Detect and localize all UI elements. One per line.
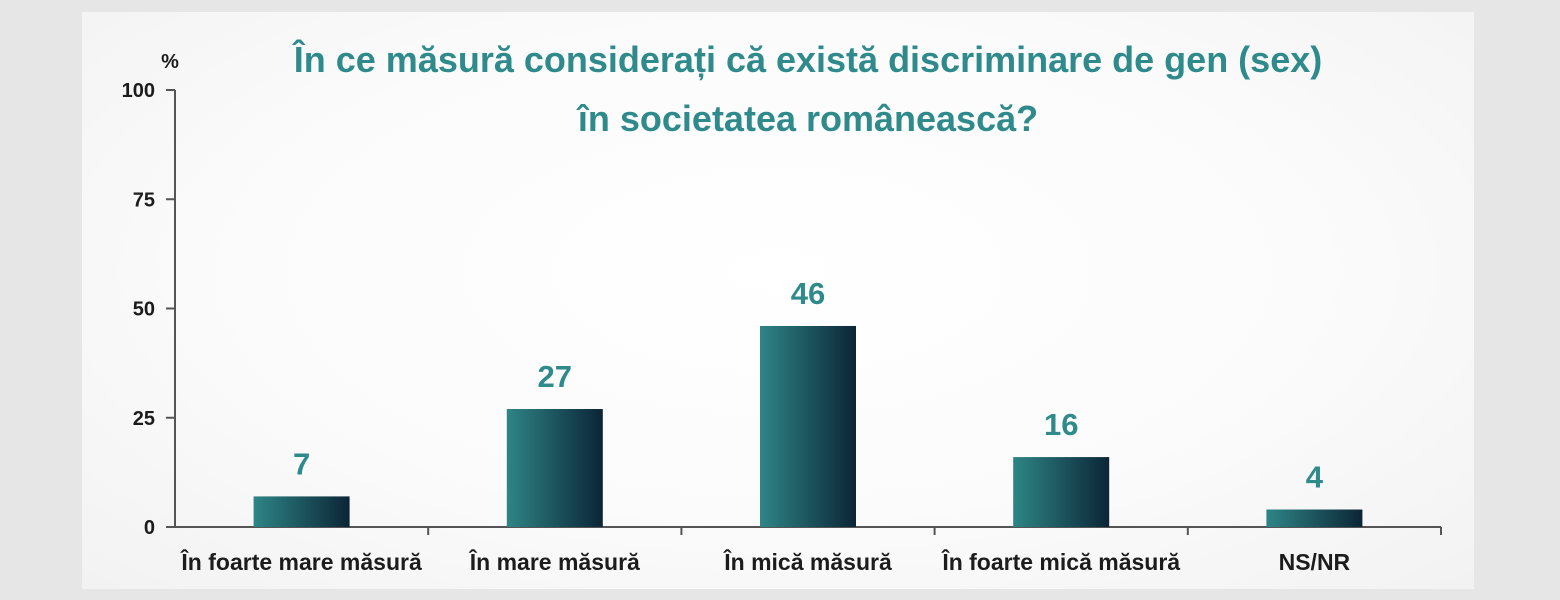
y-tick-label: 0	[144, 517, 155, 539]
category-label: În foarte mică măsură	[941, 548, 1180, 575]
y-tick-label: 75	[133, 189, 155, 211]
category-label: În mare măsură	[469, 548, 640, 575]
y-tick-label: 25	[133, 408, 155, 430]
x-ticks	[427, 527, 1442, 535]
bar	[1266, 509, 1363, 527]
category-label: NS/NR	[1279, 549, 1351, 575]
bar	[1013, 457, 1110, 527]
chart-title-line-1: În ce măsură considerați că există discr…	[292, 38, 1322, 81]
bar	[760, 325, 856, 527]
chart-title-line-2: în societatea românească?	[576, 98, 1038, 139]
value-label: 4	[1306, 460, 1324, 495]
category-labels: În foarte mare măsură În mare măsură În mi…	[180, 548, 1350, 575]
value-label: 46	[791, 276, 825, 311]
category-label: În mică măsură	[723, 548, 892, 575]
bar	[253, 496, 350, 527]
y-ticks: 0 25 50 75 100	[122, 80, 175, 539]
bar	[506, 409, 603, 527]
bars	[253, 325, 1363, 527]
y-tick-label: 100	[122, 80, 155, 102]
value-label: 16	[1044, 407, 1078, 442]
value-labels: 7 27 46 16 4	[293, 276, 1324, 495]
y-axis-unit: %	[161, 51, 179, 73]
category-label: În foarte mare măsură	[180, 548, 422, 575]
value-label: 27	[538, 359, 572, 394]
y-tick-label: 50	[133, 299, 155, 321]
value-label: 7	[293, 446, 310, 481]
